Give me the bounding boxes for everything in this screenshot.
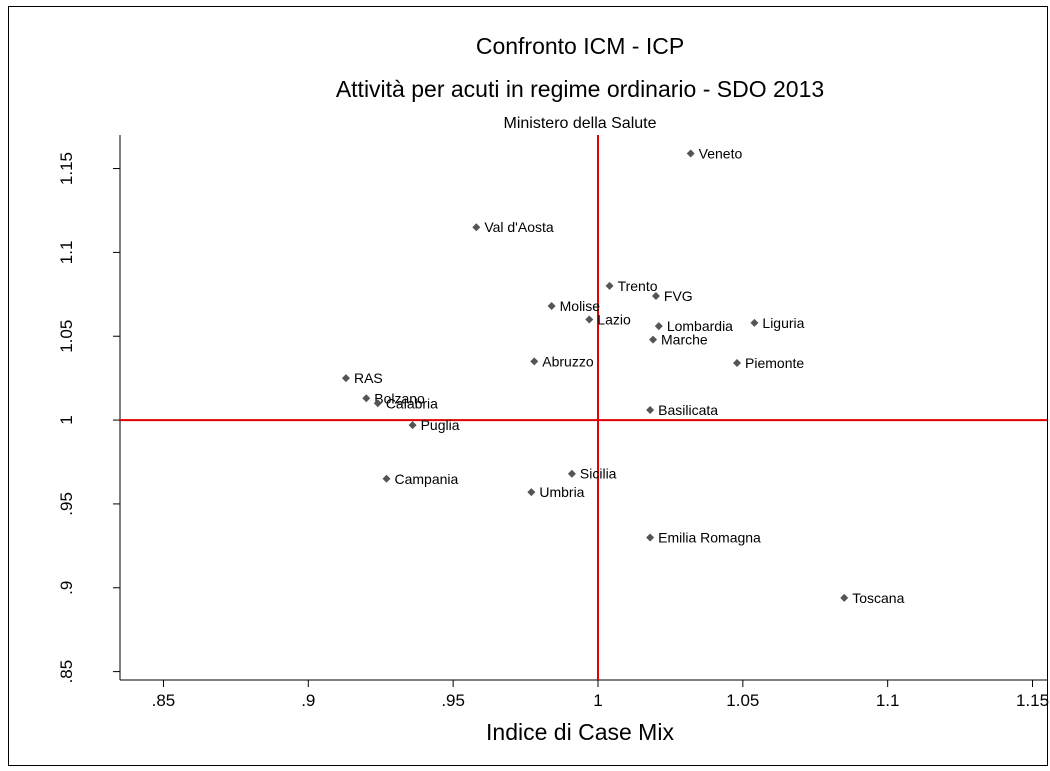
point-marker	[654, 322, 663, 331]
data-point: RAS	[341, 370, 383, 386]
point-marker	[585, 315, 594, 324]
data-point: Campania	[382, 471, 459, 487]
point-marker	[341, 374, 350, 383]
point-label: Lombardia	[667, 318, 733, 334]
point-marker	[646, 406, 655, 415]
chart-subtitle: Attività per acuti in regime ordinario -…	[336, 76, 824, 102]
point-marker	[840, 593, 849, 602]
point-marker	[686, 149, 695, 158]
point-marker	[408, 421, 417, 430]
data-point: Puglia	[408, 417, 460, 433]
point-label: Lazio	[597, 311, 631, 327]
point-marker	[472, 223, 481, 232]
data-point: FVG	[651, 288, 693, 304]
data-point: Val d'Aosta	[472, 219, 554, 235]
data-point: Lazio	[585, 311, 631, 327]
x-tick-label: 1.1	[876, 691, 900, 710]
data-point: Sicilia	[567, 466, 617, 482]
point-marker	[527, 488, 536, 497]
point-label: Sicilia	[580, 466, 617, 482]
y-tick-label: 1.15	[57, 152, 76, 185]
data-point: Veneto	[686, 145, 743, 161]
point-marker	[382, 474, 391, 483]
point-marker	[362, 394, 371, 403]
point-label: FVG	[664, 288, 693, 304]
chart-title: Confronto ICM - ICP	[476, 33, 684, 59]
point-label: Piemonte	[745, 355, 804, 371]
data-point: Liguria	[750, 315, 805, 331]
point-label: Calabria	[386, 395, 438, 411]
x-axis-label: Indice di Case Mix	[486, 719, 674, 745]
data-point: Toscana	[840, 590, 905, 606]
point-marker	[646, 533, 655, 542]
x-ticks: .85 .9 .95 1 1.05 1.1 1.15	[152, 680, 1049, 710]
y-ticks: .85 .9 .95 1 1.05 1.1 1.15	[57, 152, 120, 683]
data-point: Umbria	[527, 484, 585, 500]
point-marker	[750, 318, 759, 327]
point-marker	[530, 357, 539, 366]
point-label: Liguria	[762, 315, 804, 331]
point-marker	[567, 469, 576, 478]
point-marker	[651, 291, 660, 300]
chart-note: Ministero della Salute	[504, 115, 657, 132]
x-tick-label: .85	[152, 691, 176, 710]
point-marker	[733, 359, 742, 368]
point-label: Val d'Aosta	[484, 219, 554, 235]
point-label: Trento	[618, 278, 658, 294]
point-marker	[373, 399, 382, 408]
data-point: Molise	[547, 298, 601, 314]
x-tick-label: .95	[441, 691, 465, 710]
y-tick-label: 1	[57, 415, 76, 424]
y-tick-label: 1.1	[57, 241, 76, 265]
data-point: Marche	[649, 332, 708, 348]
point-label: Veneto	[699, 145, 743, 161]
plot-area: .85 .9 .95 1 1.05 1.1 1.15 .85 .9 .95 1 1.05 1.1 1.1…	[57, 135, 1049, 710]
data-point: Trento	[605, 278, 658, 294]
point-marker	[605, 281, 614, 290]
point-label: Emilia Romagna	[658, 529, 761, 545]
data-point: Basilicata	[646, 402, 718, 418]
data-point: Emilia Romagna	[646, 529, 761, 545]
point-marker	[649, 335, 658, 344]
point-label: Molise	[560, 298, 601, 314]
point-label: Campania	[395, 471, 459, 487]
y-tick-label: .85	[57, 660, 76, 684]
point-label: Marche	[661, 332, 708, 348]
point-label: RAS	[354, 370, 383, 386]
point-label: Abruzzo	[542, 353, 594, 369]
data-point: Bolzano	[362, 390, 425, 406]
y-tick-label: .95	[57, 492, 76, 516]
chart-frame	[8, 6, 1048, 766]
point-label: Bolzano	[374, 390, 425, 406]
data-point: Abruzzo	[530, 353, 594, 369]
point-label: Puglia	[421, 417, 460, 433]
data-point: Piemonte	[733, 355, 804, 371]
data-point: Calabria	[373, 395, 438, 411]
y-tick-label: 1.05	[57, 320, 76, 353]
data-point: Lombardia	[654, 318, 733, 334]
point-marker	[547, 302, 556, 311]
point-label: Umbria	[539, 484, 584, 500]
x-tick-label: 1.05	[726, 691, 759, 710]
point-label: Basilicata	[658, 402, 718, 418]
y-tick-label: .9	[57, 581, 76, 595]
x-tick-label: .9	[301, 691, 315, 710]
x-tick-label: 1	[593, 691, 602, 710]
point-label: Toscana	[852, 590, 904, 606]
x-tick-label: 1.15	[1016, 691, 1049, 710]
